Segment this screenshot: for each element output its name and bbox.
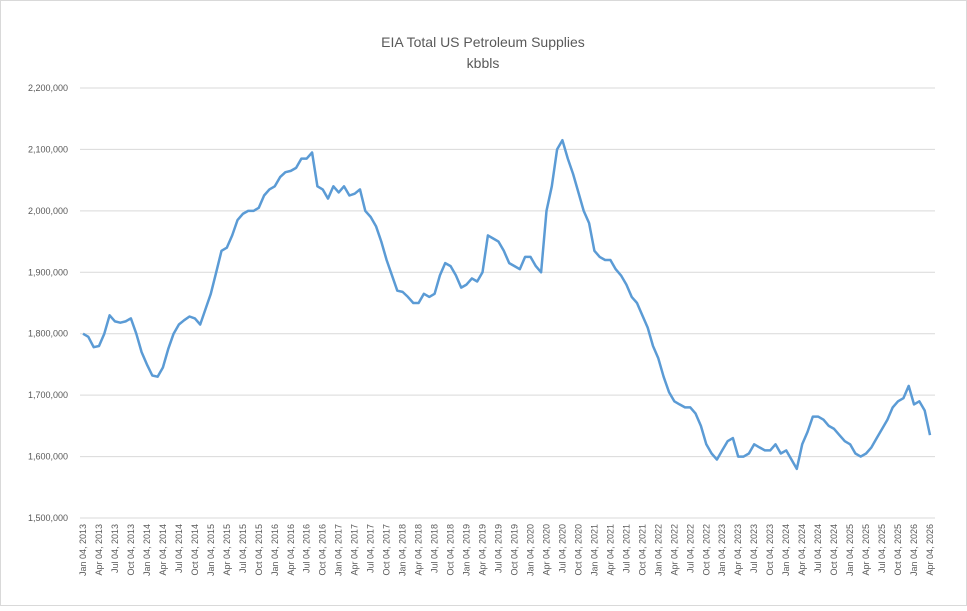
x-tick-label: Oct 04, 2019 [509,524,519,576]
x-tick-label: Jul 04, 2014 [174,524,184,573]
x-tick-label: Apr 04, 2019 [478,524,488,576]
x-tick-label: Jul 04, 2021 [621,524,631,573]
y-tick-label: 1,800,000 [28,329,68,339]
x-tick-label: Apr 04, 2023 [733,524,743,576]
x-tick-label: Jul 04, 2024 [813,524,823,573]
y-tick-label: 2,000,000 [28,206,68,216]
x-tick-label: Oct 04, 2025 [893,524,903,576]
x-tick-label: Apr 04, 2022 [669,524,679,576]
x-tick-label: Apr 04, 2015 [222,524,232,576]
x-tick-label: Jul 04, 2013 [110,524,120,573]
x-tick-label: Oct 04, 2024 [829,524,839,576]
x-tick-label: Jul 04, 2015 [238,524,248,573]
x-tick-label: Jul 04, 2017 [366,524,376,573]
chart-subtitle: kbbls [467,55,500,71]
x-tick-label: Apr 04, 2013 [94,524,104,576]
x-tick-label: Jul 04, 2019 [494,524,504,573]
x-tick-label: Jan 04, 2017 [334,524,344,576]
x-tick-label: Jul 04, 2022 [685,524,695,573]
x-tick-label: Jul 04, 2025 [877,524,887,573]
y-tick-label: 1,700,000 [28,390,68,400]
x-tick-label: Jan 04, 2019 [462,524,472,576]
x-tick-label: Jan 04, 2016 [270,524,280,576]
x-tick-label: Oct 04, 2020 [573,524,583,576]
x-tick-label: Oct 04, 2018 [446,524,456,576]
x-tick-label: Jan 04, 2026 [909,524,919,576]
y-tick-label: 1,600,000 [28,452,68,462]
x-tick-label: Jul 04, 2016 [302,524,312,573]
x-tick-label: Oct 04, 2015 [254,524,264,576]
x-tick-label: Apr 04, 2017 [350,524,360,576]
x-tick-label: Jan 04, 2015 [206,524,216,576]
x-tick-label: Jan 04, 2013 [78,524,88,576]
chart-title: EIA Total US Petroleum Supplies [381,34,585,50]
x-tick-label: Oct 04, 2022 [701,524,711,576]
series-line [82,138,932,471]
x-tick-label: Jul 04, 2020 [557,524,567,573]
x-tick-label: Apr 04, 2025 [861,524,871,576]
x-tick-label: Apr 04, 2014 [158,524,168,576]
x-tick-label: Jan 04, 2023 [717,524,727,576]
x-tick-label: Jan 04, 2021 [589,524,599,576]
x-tick-label: Jul 04, 2018 [430,524,440,573]
x-tick-label: Apr 04, 2021 [605,524,615,576]
x-tick-label: Oct 04, 2014 [190,524,200,576]
y-tick-label: 2,100,000 [28,144,68,154]
x-tick-label: Jan 04, 2025 [845,524,855,576]
x-tick-label: Apr 04, 2024 [797,524,807,576]
y-tick-label: 1,500,000 [28,513,68,523]
x-tick-label: Apr 04, 2026 [925,524,935,576]
x-tick-label: Oct 04, 2021 [637,524,647,576]
x-tick-label: Oct 04, 2023 [765,524,775,576]
x-tick-label: Apr 04, 2016 [286,524,296,576]
x-tick-label: Jan 04, 2020 [525,524,535,576]
x-tick-label: Jan 04, 2024 [781,524,791,576]
x-tick-label: Oct 04, 2013 [126,524,136,576]
x-tick-label: Jan 04, 2022 [653,524,663,576]
x-tick-label: Jul 04, 2023 [749,524,759,573]
x-tick-label: Jan 04, 2014 [142,524,152,576]
x-tick-label: Oct 04, 2017 [382,524,392,576]
y-tick-label: 1,900,000 [28,267,68,277]
y-tick-label: 2,200,000 [28,83,68,93]
x-tick-label: Apr 04, 2018 [414,524,424,576]
x-tick-label: Apr 04, 2020 [541,524,551,576]
x-tick-label: Oct 04, 2016 [318,524,328,576]
x-tick-label: Jan 04, 2018 [398,524,408,576]
